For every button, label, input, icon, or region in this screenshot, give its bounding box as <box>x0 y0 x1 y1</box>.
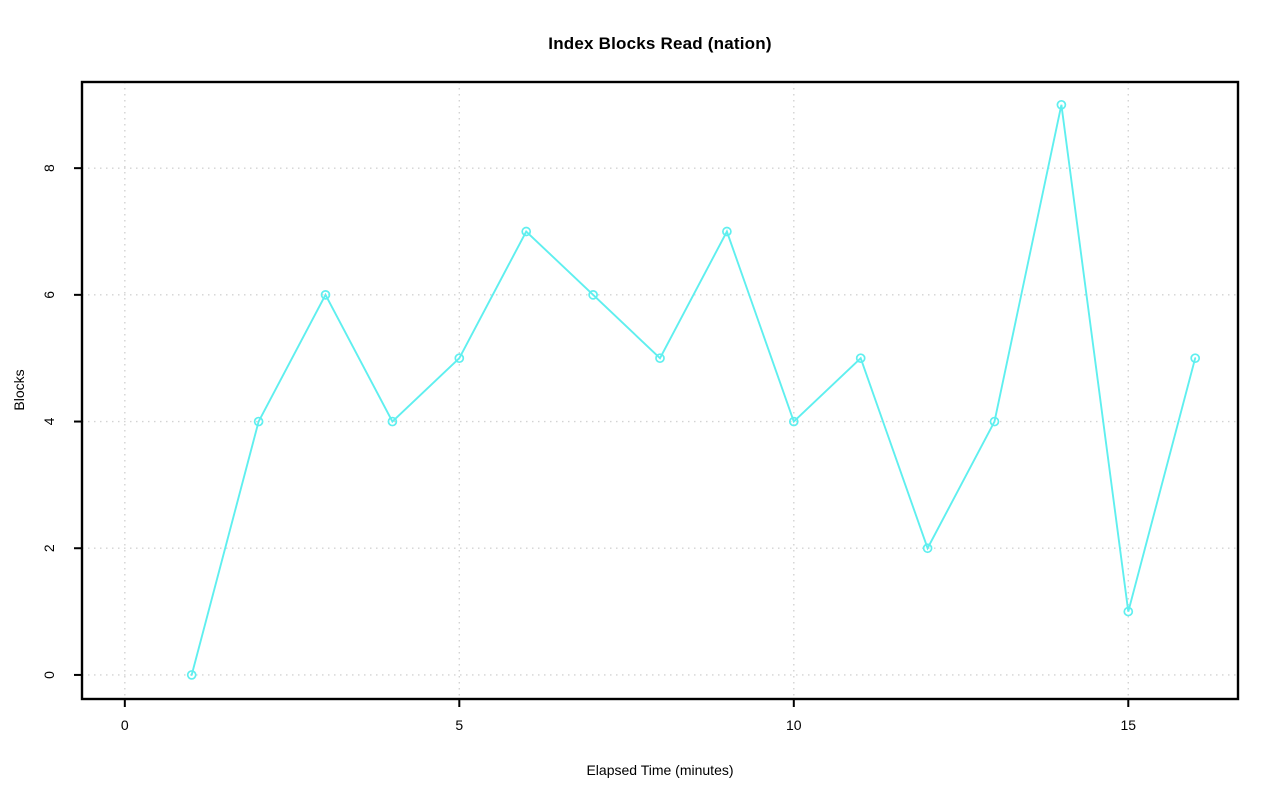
data-point-marker <box>588 289 598 300</box>
y-tick-label: 2 <box>41 544 57 552</box>
data-point-marker <box>320 289 331 300</box>
data-line <box>190 104 1197 676</box>
data-point-marker <box>454 353 465 364</box>
plot-box <box>80 80 1240 701</box>
data-point-marker <box>855 353 866 364</box>
data-point-marker <box>253 416 264 427</box>
data-point-marker <box>655 353 665 364</box>
data-point-marker <box>186 670 197 680</box>
y-tick-label: 0 <box>41 671 57 679</box>
data-point-marker <box>922 543 933 554</box>
data-point-marker <box>1056 99 1067 110</box>
y-axis-title: Blocks <box>11 369 27 411</box>
data-point-marker <box>1190 353 1201 364</box>
chart-title: Index Blocks Read (nation) <box>548 34 772 53</box>
x-tick-label: 5 <box>455 717 463 733</box>
x-tick-label: 15 <box>1120 717 1136 733</box>
x-axis-title: Elapsed Time (minutes) <box>586 762 734 778</box>
x-tick-label: 0 <box>121 717 129 733</box>
y-tick-label: 4 <box>41 417 57 425</box>
data-point-marker <box>1123 606 1134 617</box>
data-point-marker <box>387 416 398 427</box>
data-point-marker <box>989 416 1000 427</box>
y-tick-label: 6 <box>41 291 57 299</box>
data-point-marker <box>788 416 799 427</box>
x-tick-label: 10 <box>786 717 802 733</box>
data-point-marker <box>521 226 532 237</box>
y-tick-label: 8 <box>41 164 57 172</box>
data-point-marker <box>722 226 732 237</box>
